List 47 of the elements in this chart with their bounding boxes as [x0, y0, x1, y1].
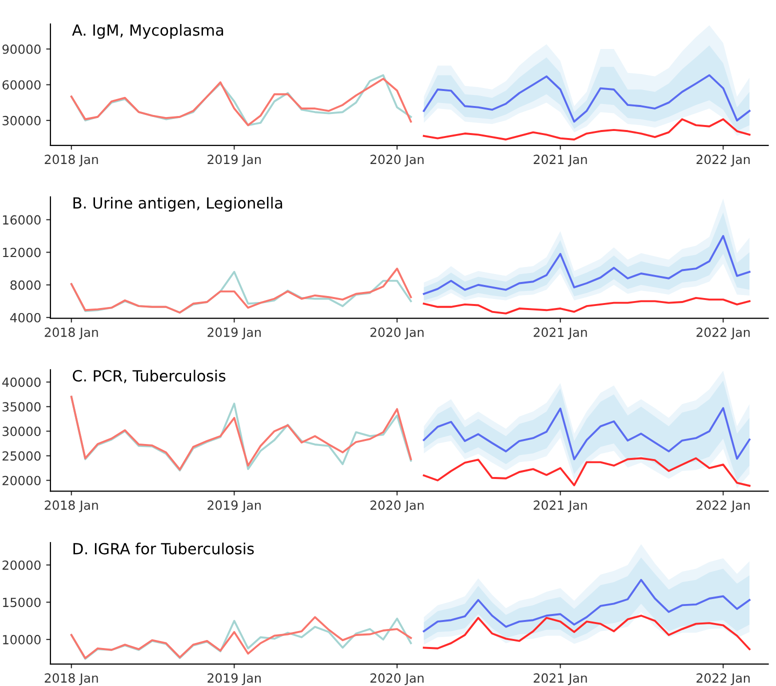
line-series	[422, 578, 750, 632]
y-tick-label: 15000	[3, 598, 41, 608]
x-tick-label: 2021 Jan	[534, 154, 587, 166]
y-tick-label: 35000	[2, 402, 41, 412]
y-tick-label: 12000	[3, 248, 41, 258]
line-series	[422, 118, 750, 140]
y-tick-label: 40000	[2, 378, 41, 387]
chart-title: D. IGRA for Tuberculosis	[73, 542, 254, 554]
x-tick-label: 2019 Jan	[208, 328, 261, 340]
line-series	[422, 457, 750, 487]
y-tick-label: 8000	[10, 280, 41, 290]
y-tick-label: 30000	[2, 116, 41, 126]
chart-title: A. IgM, Mycoplasma	[72, 24, 224, 39]
chart-title: C. PCR, Tuberculosis	[72, 370, 226, 384]
x-tick-label: 2020 Jan	[370, 154, 424, 166]
x-tick-label: 2019 Jan	[208, 673, 261, 686]
x-tick-label: 2022 Jan	[696, 673, 750, 686]
line-series	[422, 74, 750, 123]
y-tick-label: 10000	[3, 634, 41, 644]
x-tick-label: 2018 Jan	[44, 328, 98, 340]
line-series	[422, 407, 750, 460]
x-tick-label: 2022 Jan	[696, 500, 750, 512]
x-tick-label: 2022 Jan	[696, 328, 750, 340]
line-series	[422, 235, 750, 295]
x-tick-label: 2021 Jan	[534, 673, 587, 686]
y-tick-label: 4000	[10, 312, 41, 322]
x-tick-label: 2018 Jan	[44, 673, 98, 686]
x-tick-label: 2019 Jan	[208, 500, 261, 512]
y-tick-label: 20000	[2, 560, 41, 570]
y-tick-label: 90000	[2, 44, 41, 54]
x-tick-label: 2018 Jan	[44, 500, 98, 512]
x-tick-label: 2020 Jan	[370, 500, 424, 512]
y-tick-label: 60000	[2, 80, 41, 90]
x-tick-label: 2020 Jan	[370, 328, 424, 340]
x-tick-label: 2022 Jan	[696, 154, 750, 166]
y-tick-label: 30000	[2, 426, 41, 436]
x-tick-label: 2021 Jan	[534, 500, 587, 512]
line-series	[422, 296, 750, 314]
line-series	[422, 614, 750, 650]
x-tick-label: 2020 Jan	[370, 673, 424, 686]
y-tick-label: 25000	[2, 451, 41, 461]
chart-title: B. Urine antigen, Legionella	[73, 196, 282, 212]
x-tick-label: 2021 Jan	[534, 328, 587, 340]
y-tick-label: 16000	[3, 215, 41, 225]
y-tick-label: 20000	[2, 476, 41, 486]
x-tick-label: 2018 Jan	[44, 154, 98, 166]
x-tick-label: 2019 Jan	[208, 154, 261, 166]
